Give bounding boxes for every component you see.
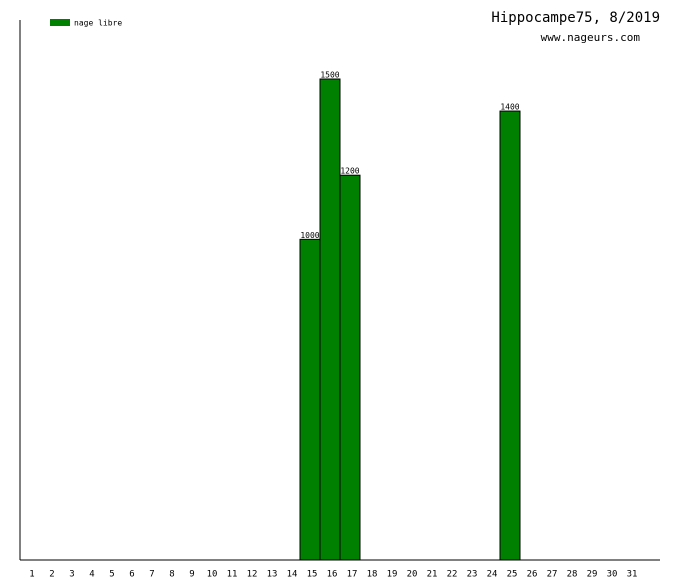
x-tick-label: 27 <box>547 570 558 580</box>
data-label: 1400 <box>500 103 519 112</box>
x-tick-label: 14 <box>287 570 298 580</box>
chart-title: Hippocampe75, 8/2019 <box>491 10 660 26</box>
data-label: 1500 <box>320 71 339 80</box>
x-tick-label: 7 <box>149 570 154 580</box>
x-tick-label: 24 <box>487 570 498 580</box>
x-tick-label: 15 <box>307 570 318 580</box>
x-tick-label: 3 <box>69 570 74 580</box>
x-tick-label: 23 <box>467 570 478 580</box>
x-tick-label: 6 <box>129 570 134 580</box>
x-tick-label: 28 <box>567 570 578 580</box>
x-tick-label: 31 <box>627 570 638 580</box>
x-tick-label: 29 <box>587 570 598 580</box>
x-tick-label: 20 <box>407 570 418 580</box>
chart-subtitle: www.nageurs.com <box>541 31 641 44</box>
x-tick-label: 17 <box>347 570 358 580</box>
x-tick-label: 5 <box>109 570 114 580</box>
legend-swatch <box>50 19 70 26</box>
x-tick-label: 2 <box>49 570 54 580</box>
bar <box>319 78 341 561</box>
data-label: 1200 <box>340 167 359 176</box>
bar <box>339 174 361 561</box>
x-tick-label: 18 <box>367 570 378 580</box>
x-tick-label: 4 <box>89 570 94 580</box>
x-tick-label: 19 <box>387 570 398 580</box>
x-tick-label: 26 <box>527 570 538 580</box>
legend-label: nage libre <box>74 19 122 28</box>
x-tick-label: 16 <box>327 570 338 580</box>
x-tick-label: 25 <box>507 570 518 580</box>
x-tick-label: 22 <box>447 570 458 580</box>
bar <box>299 238 321 561</box>
data-label: 1000 <box>300 231 319 240</box>
x-tick-label: 11 <box>227 570 238 580</box>
x-tick-label: 12 <box>247 570 258 580</box>
x-tick-label: 30 <box>607 570 618 580</box>
x-tick-label: 10 <box>207 570 218 580</box>
x-tick-label: 1 <box>29 570 34 580</box>
bar <box>499 110 521 561</box>
x-tick-label: 9 <box>189 570 194 580</box>
x-tick-label: 21 <box>427 570 438 580</box>
x-tick-label: 13 <box>267 570 278 580</box>
x-tick-label: 8 <box>169 570 174 580</box>
